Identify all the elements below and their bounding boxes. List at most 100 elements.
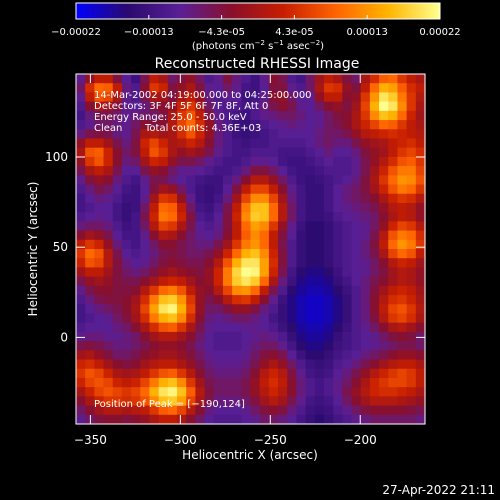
heatmap-cell bbox=[259, 147, 270, 158]
heatmap-cell bbox=[241, 249, 252, 259]
heatmap-cell bbox=[222, 285, 233, 296]
heatmap-cell bbox=[222, 249, 233, 259]
heatmap-cell bbox=[397, 221, 408, 232]
heatmap-cell bbox=[195, 405, 206, 416]
heatmap-cell bbox=[177, 175, 187, 186]
heatmap-cell bbox=[397, 414, 408, 425]
heatmap-cell bbox=[250, 368, 261, 379]
heatmap-cell bbox=[94, 166, 105, 176]
heatmap-cell bbox=[388, 110, 399, 121]
heatmap-cell bbox=[415, 304, 426, 315]
heatmap-cell bbox=[351, 239, 362, 250]
heatmap-cell bbox=[259, 202, 270, 213]
heatmap-cell bbox=[379, 129, 389, 140]
heatmap-cell bbox=[149, 285, 160, 296]
heatmap-cell bbox=[333, 359, 343, 370]
heatmap-cell bbox=[76, 267, 86, 278]
heatmap-cell bbox=[305, 221, 316, 232]
heatmap-cell bbox=[278, 221, 288, 232]
heatmap-cell bbox=[323, 267, 334, 278]
heatmap-cell bbox=[76, 387, 86, 397]
heatmap-cell bbox=[222, 331, 233, 342]
heatmap-cell bbox=[158, 387, 169, 397]
heatmap-cell bbox=[85, 156, 95, 167]
heatmap-cell bbox=[379, 313, 389, 324]
heatmap-cell bbox=[333, 138, 343, 149]
heatmap-cell bbox=[259, 341, 270, 351]
heatmap-cell bbox=[140, 249, 151, 259]
heatmap-cell bbox=[388, 74, 399, 84]
heatmap-cell bbox=[379, 221, 389, 232]
heatmap-cell bbox=[342, 396, 353, 407]
heatmap-cell bbox=[112, 276, 123, 287]
heatmap-cell bbox=[186, 120, 196, 130]
heatmap-cell bbox=[140, 129, 151, 140]
heatmap-cell bbox=[121, 110, 132, 121]
heatmap-cell bbox=[204, 249, 215, 259]
heatmap-cell bbox=[360, 414, 371, 425]
heatmap-cell bbox=[342, 120, 353, 130]
heatmap-cell bbox=[388, 341, 399, 351]
heatmap-cell bbox=[333, 331, 343, 342]
heatmap-cell bbox=[415, 295, 426, 305]
heatmap-cell bbox=[360, 193, 371, 204]
heatmap-cell bbox=[397, 166, 408, 176]
heatmap-cell bbox=[415, 166, 426, 176]
heatmap-cell bbox=[342, 285, 353, 296]
heatmap-cell bbox=[85, 258, 95, 269]
heatmap-cell bbox=[388, 350, 399, 361]
heatmap-cell bbox=[250, 295, 261, 305]
heatmap-cell bbox=[351, 350, 362, 361]
heatmap-cell bbox=[195, 83, 206, 94]
heatmap-cell bbox=[278, 230, 288, 241]
heatmap-cell bbox=[186, 322, 196, 333]
heatmap-cell bbox=[204, 295, 215, 305]
heatmap-cell bbox=[186, 377, 196, 388]
heatmap-cell bbox=[112, 239, 123, 250]
heatmap-cell bbox=[222, 304, 233, 315]
heatmap-cell bbox=[388, 249, 399, 259]
heatmap-cell bbox=[140, 92, 151, 103]
heatmap-cell bbox=[287, 166, 298, 176]
heatmap-cell bbox=[177, 212, 187, 222]
heatmap-cell bbox=[85, 313, 95, 324]
heatmap-cell bbox=[314, 350, 325, 361]
heatmap-cell bbox=[296, 295, 307, 305]
heatmap-cell bbox=[76, 156, 86, 167]
heatmap-cell bbox=[397, 74, 408, 84]
heatmap-cell bbox=[259, 230, 270, 241]
heatmap-cell bbox=[186, 147, 196, 158]
heatmap-cell bbox=[323, 202, 334, 213]
heatmap-cell bbox=[94, 405, 105, 416]
heatmap-cell bbox=[287, 350, 298, 361]
heatmap-cell bbox=[278, 129, 288, 140]
heatmap-cell bbox=[360, 221, 371, 232]
heatmap-cell bbox=[140, 405, 151, 416]
heatmap-cell bbox=[314, 377, 325, 388]
heatmap-cell bbox=[342, 101, 353, 112]
heatmap-cell bbox=[140, 295, 151, 305]
heatmap-cell bbox=[379, 295, 389, 305]
heatmap-cell bbox=[158, 377, 169, 388]
heatmap-cell bbox=[250, 184, 261, 195]
heatmap-cell bbox=[195, 175, 206, 186]
heatmap-cell bbox=[268, 405, 279, 416]
heatmap-cell bbox=[149, 239, 160, 250]
heatmap-cell bbox=[213, 414, 224, 425]
heatmap-cell bbox=[406, 156, 417, 167]
heatmap-cell bbox=[406, 359, 417, 370]
heatmap-cell bbox=[342, 138, 353, 149]
heatmap-cell bbox=[186, 249, 196, 259]
heatmap-cell bbox=[149, 74, 160, 84]
heatmap-cell bbox=[314, 230, 325, 241]
heatmap-cell bbox=[333, 267, 343, 278]
heatmap-cell bbox=[388, 331, 399, 342]
heatmap-cell bbox=[342, 221, 353, 232]
heatmap-cell bbox=[222, 202, 233, 213]
heatmap-cell bbox=[222, 101, 233, 112]
heatmap-cell bbox=[379, 230, 389, 241]
heatmap-cell bbox=[121, 101, 132, 112]
heatmap-cell bbox=[103, 414, 114, 425]
heatmap-cell bbox=[167, 341, 178, 351]
heatmap-cell bbox=[351, 193, 362, 204]
